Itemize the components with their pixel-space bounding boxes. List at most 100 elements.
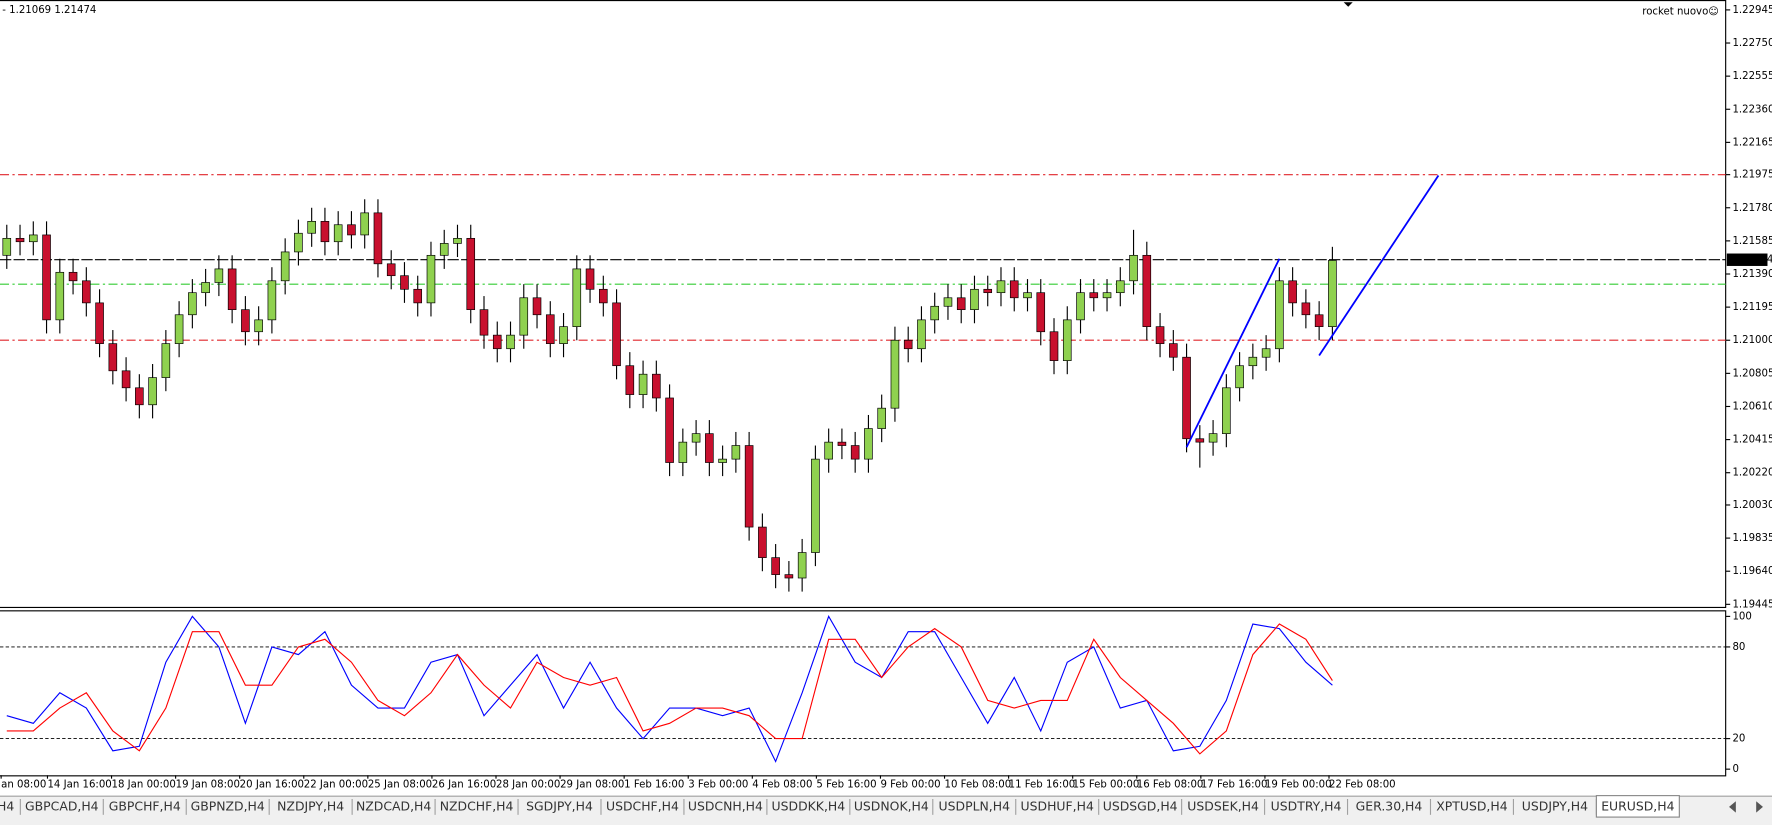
x-tick-label: 19 Jan 08:00: [176, 779, 240, 790]
candle-body: [1036, 292, 1046, 333]
tab[interactable]: GBPCHF,H4: [109, 798, 187, 815]
tab[interactable]: USDJPY,H4: [1522, 798, 1597, 815]
tab[interactable]: NZDCAD,H4: [356, 798, 436, 815]
x-tick-label: 14 Jan 16:00: [47, 779, 111, 790]
tab[interactable]: USDPLN,H4: [939, 798, 1017, 815]
candle-body: [386, 263, 396, 277]
tab[interactable]: USDCNH,H4: [688, 798, 768, 815]
tab[interactable]: EURUSD,H4: [1595, 795, 1680, 818]
candle-body: [95, 302, 104, 344]
candle-body: [771, 557, 780, 575]
y2-tick-label: 100: [1732, 611, 1751, 622]
x-tick-label: 5 Feb 16:00: [816, 779, 876, 790]
tab[interactable]: USDHUF,H4: [1021, 798, 1100, 815]
tab-label: USDDKK,H4: [772, 798, 846, 813]
y-tick-label: 1.19640: [1732, 566, 1772, 577]
y-tick-label: 1.20220: [1732, 468, 1772, 479]
candle-body: [333, 224, 343, 243]
x-tick-label: 19 Feb 00:00: [1265, 779, 1332, 790]
candle-body: [691, 433, 701, 443]
candle-body: [638, 373, 648, 395]
tab[interactable]: USDNOK,H4: [854, 798, 934, 815]
y-tick-label: 1.21975: [1732, 170, 1772, 181]
candle-body: [1235, 365, 1244, 389]
candle-body: [227, 268, 237, 311]
tab[interactable]: GER.30,H4: [1356, 798, 1432, 815]
tab-scroll-right[interactable]: [1756, 801, 1763, 813]
candle-body: [413, 288, 423, 304]
candle-body: [55, 271, 65, 321]
y-tick-label: 1.19835: [1732, 533, 1772, 544]
tab[interactable]: NZDCHF,H4: [440, 798, 519, 815]
candle-body: [903, 339, 913, 350]
y-tick-label: 1.19445: [1732, 599, 1772, 610]
current-price-label: 1.21474: [1731, 255, 1772, 266]
tab-label: USDHUF,H4: [1021, 798, 1094, 813]
tab[interactable]: GBPNZD,H4: [191, 798, 270, 815]
candle-body: [930, 305, 940, 321]
candle-body: [400, 275, 409, 290]
y-tick-label: 1.20805: [1732, 368, 1772, 379]
tab-label: USDJPY,H4: [1522, 798, 1588, 813]
tab[interactable]: USDCHF,H4: [606, 798, 685, 815]
trend-line: [1318, 174, 1440, 357]
candle-body: [479, 309, 489, 336]
candle-body: [758, 526, 767, 558]
candle-body: [956, 297, 966, 311]
tab-label: USDCHF,H4: [606, 798, 679, 813]
tab[interactable]: USDDKK,H4: [772, 798, 851, 815]
candle-body: [28, 234, 38, 243]
tab[interactable]: USDTRY,H4: [1271, 798, 1349, 815]
candle-body: [466, 237, 476, 311]
tab-scroll-left[interactable]: [1729, 801, 1736, 813]
tab-bar: [0, 795, 1772, 825]
tab-label: EURUSD,H4: [1601, 798, 1674, 813]
candle-body: [148, 377, 157, 406]
candle-body: [1155, 326, 1165, 344]
candle-body: [267, 280, 277, 321]
candle-body: [983, 288, 993, 294]
x-tick-label: 9 Feb 00:00: [880, 779, 940, 790]
tab[interactable]: XPTUSD,H4: [1436, 798, 1514, 815]
tab-label: GBPNZD,H4: [191, 798, 265, 813]
y2-tick-label: 20: [1732, 734, 1745, 745]
candle-body: [1248, 356, 1258, 367]
candle-body: [307, 221, 316, 234]
candle-body: [532, 297, 542, 316]
candle-body: [585, 268, 595, 290]
candle-body: [864, 428, 873, 460]
main-frame: [0, 0, 1727, 609]
x-tick-label: 29 Jan 08:00: [560, 779, 624, 790]
tab[interactable]: USDSEK,H4: [1187, 798, 1266, 815]
y-tick-label: 1.20610: [1732, 401, 1772, 412]
tab[interactable]: GBPCAD,H4: [25, 798, 104, 815]
candle-body: [943, 297, 953, 307]
y2-tick-label: 0: [1732, 764, 1738, 775]
candle-body: [824, 441, 833, 460]
tab[interactable]: H4: [0, 798, 21, 815]
y-tick-label: 1.22750: [1732, 38, 1772, 49]
tab[interactable]: NZDJPY,H4: [277, 798, 353, 815]
tab[interactable]: SGDJPY,H4: [526, 798, 602, 815]
price-header: - 1.21069 1.21474: [2, 5, 96, 16]
tab-label: NZDJPY,H4: [277, 798, 344, 813]
candle-body: [135, 387, 144, 406]
candle-body: [1288, 280, 1297, 304]
candle-body: [519, 297, 529, 336]
tab-label: H4: [0, 798, 14, 813]
current-price-tag: [1726, 253, 1768, 266]
y-tick-label: 1.21780: [1732, 203, 1772, 214]
candle-body: [545, 314, 555, 344]
tab[interactable]: USDSGD,H4: [1103, 798, 1183, 815]
tab-label: GER.30,H4: [1356, 798, 1423, 813]
y-tick-label: 1.22945: [1732, 5, 1772, 16]
x-tick-label: 1 Feb 16:00: [624, 779, 684, 790]
y-tick-label: 1.20415: [1732, 435, 1772, 446]
x-tick-label: an 08:00: [1, 779, 46, 790]
candle-body: [1195, 438, 1205, 443]
candle-body: [1261, 348, 1271, 358]
candle-body: [214, 268, 224, 283]
candle-body: [731, 445, 741, 460]
